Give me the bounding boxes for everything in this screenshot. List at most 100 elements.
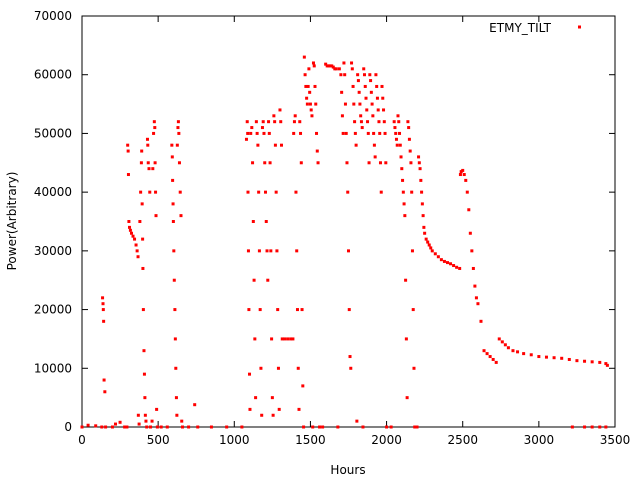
data-point: [101, 308, 105, 312]
data-point: [340, 90, 344, 94]
legend: ETMY_TILT: [489, 21, 581, 35]
data-point: [382, 108, 386, 112]
data-point: [511, 349, 515, 353]
data-point: [357, 90, 361, 94]
data-point: [265, 249, 269, 253]
data-point: [544, 355, 548, 359]
data-point: [367, 161, 371, 165]
data-point: [252, 278, 256, 282]
data-point: [462, 173, 466, 177]
y-tick-label: 0: [64, 420, 72, 434]
data-point: [302, 425, 306, 429]
data-point: [503, 343, 507, 347]
data-point: [516, 350, 520, 354]
data-point: [250, 126, 254, 130]
x-tick-label: 500: [147, 433, 170, 447]
data-point: [359, 114, 363, 118]
data-point: [240, 425, 244, 429]
data-point: [485, 352, 489, 356]
data-point: [385, 425, 389, 429]
data-point: [407, 137, 411, 141]
data-point: [126, 143, 130, 147]
data-point: [134, 243, 138, 247]
data-point: [372, 131, 376, 135]
y-tick-label: 60000: [34, 68, 72, 82]
data-point: [378, 161, 382, 165]
data-point: [350, 67, 354, 71]
data-point: [150, 419, 154, 423]
data-point: [292, 120, 296, 124]
data-point: [128, 228, 132, 232]
data-point: [283, 337, 287, 341]
data-point: [257, 190, 261, 194]
data-point: [101, 302, 105, 306]
data-point: [175, 143, 179, 147]
data-point: [339, 73, 343, 77]
data-point: [417, 161, 421, 165]
data-point: [313, 84, 317, 88]
data-point: [306, 84, 310, 88]
data-point: [267, 131, 271, 135]
data-point: [398, 131, 402, 135]
data-point: [358, 102, 362, 106]
data-point: [583, 359, 587, 363]
data-point: [253, 337, 257, 341]
data-point: [141, 266, 145, 270]
data-point: [353, 120, 357, 124]
data-point: [336, 425, 340, 429]
data-point: [152, 120, 156, 124]
data-point: [380, 84, 384, 88]
data-point: [372, 143, 376, 147]
data-point: [153, 161, 157, 165]
data-point: [375, 96, 379, 100]
data-point: [363, 84, 367, 88]
data-point: [410, 249, 414, 253]
data-point: [327, 64, 331, 68]
data-point: [276, 366, 280, 370]
data-point: [364, 96, 368, 100]
data-point: [418, 167, 422, 171]
data-point: [333, 67, 337, 71]
data-point: [590, 360, 594, 364]
data-point: [154, 190, 158, 194]
data-point: [267, 120, 271, 124]
data-point: [133, 237, 137, 241]
data-point: [404, 337, 408, 341]
data-point: [343, 73, 347, 77]
data-point: [346, 190, 350, 194]
data-point: [278, 108, 282, 112]
data-point: [209, 425, 213, 429]
data-point: [254, 120, 258, 124]
data-point: [344, 131, 348, 135]
data-point: [280, 337, 284, 341]
data-point: [80, 425, 84, 429]
data-point: [405, 396, 409, 400]
data-point: [165, 425, 169, 429]
data-point: [170, 155, 174, 159]
data-point: [295, 249, 299, 253]
data-point: [321, 425, 325, 429]
data-point: [251, 161, 255, 165]
axis-ticks: 0 500 1000 1500 2000 2500 3000 3500 0 10000 20000 3…: [34, 9, 630, 447]
data-point: [407, 126, 411, 130]
data-point: [473, 284, 477, 288]
data-point: [442, 259, 446, 263]
data-point: [264, 190, 268, 194]
data-point: [308, 90, 312, 94]
data-point: [258, 308, 262, 312]
data-point: [331, 65, 335, 69]
data-point: [291, 337, 295, 341]
data-point: [413, 425, 417, 429]
data-point: [464, 178, 468, 182]
data-point: [337, 67, 341, 71]
data-point: [341, 131, 345, 135]
data-point: [426, 240, 430, 244]
data-point: [381, 96, 385, 100]
data-point: [314, 102, 318, 106]
data-point: [370, 102, 374, 106]
data-point: [465, 190, 469, 194]
data-point: [436, 255, 440, 259]
data-point: [273, 143, 277, 147]
data-point: [298, 120, 302, 124]
